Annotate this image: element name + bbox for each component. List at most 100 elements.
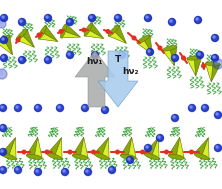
Circle shape — [173, 56, 175, 58]
Ellipse shape — [194, 153, 209, 160]
Polygon shape — [38, 33, 58, 42]
Ellipse shape — [72, 154, 88, 160]
Polygon shape — [194, 138, 208, 156]
Circle shape — [36, 106, 38, 108]
Ellipse shape — [120, 154, 136, 160]
Circle shape — [213, 56, 215, 58]
Circle shape — [116, 150, 119, 154]
Ellipse shape — [0, 35, 10, 43]
Circle shape — [16, 168, 18, 170]
Circle shape — [1, 150, 3, 152]
Ellipse shape — [137, 35, 150, 43]
Ellipse shape — [163, 46, 177, 51]
Circle shape — [16, 38, 20, 42]
Circle shape — [147, 49, 153, 56]
Circle shape — [18, 57, 26, 64]
Circle shape — [0, 20, 6, 28]
Polygon shape — [4, 36, 12, 55]
Text: hν₂: hν₂ — [122, 67, 139, 75]
Circle shape — [1, 106, 3, 108]
Circle shape — [89, 15, 95, 22]
Circle shape — [165, 150, 168, 154]
Circle shape — [82, 28, 86, 32]
Circle shape — [213, 59, 222, 69]
Circle shape — [101, 106, 109, 114]
Ellipse shape — [38, 26, 46, 39]
Circle shape — [46, 58, 48, 60]
Circle shape — [212, 35, 218, 42]
Polygon shape — [88, 23, 104, 39]
Polygon shape — [176, 137, 184, 158]
Ellipse shape — [168, 154, 184, 160]
Circle shape — [36, 170, 38, 172]
Ellipse shape — [26, 154, 42, 160]
Polygon shape — [34, 137, 42, 158]
Circle shape — [172, 115, 178, 122]
Polygon shape — [98, 51, 138, 107]
Circle shape — [14, 167, 22, 174]
Circle shape — [92, 150, 95, 154]
Circle shape — [216, 113, 218, 115]
Ellipse shape — [187, 56, 202, 60]
Circle shape — [2, 56, 4, 58]
Ellipse shape — [60, 24, 67, 38]
Circle shape — [0, 167, 6, 174]
Circle shape — [214, 112, 222, 119]
Circle shape — [20, 20, 22, 22]
Polygon shape — [211, 64, 220, 82]
Polygon shape — [63, 24, 80, 37]
Polygon shape — [61, 31, 80, 38]
Circle shape — [90, 16, 92, 18]
Polygon shape — [75, 51, 115, 107]
Circle shape — [198, 53, 200, 55]
Circle shape — [63, 170, 65, 172]
Polygon shape — [47, 138, 61, 156]
Circle shape — [0, 71, 2, 74]
Circle shape — [67, 51, 73, 59]
Polygon shape — [194, 57, 202, 76]
Circle shape — [68, 53, 70, 55]
Circle shape — [0, 149, 6, 156]
Circle shape — [34, 169, 42, 176]
Circle shape — [116, 16, 118, 18]
Circle shape — [91, 51, 99, 59]
Circle shape — [148, 50, 150, 52]
Circle shape — [22, 150, 26, 154]
Polygon shape — [72, 137, 84, 157]
Circle shape — [128, 158, 130, 160]
Circle shape — [158, 136, 160, 138]
Circle shape — [14, 105, 22, 112]
Circle shape — [0, 69, 7, 79]
Circle shape — [45, 150, 49, 154]
Ellipse shape — [1, 153, 16, 160]
Circle shape — [215, 61, 218, 64]
Circle shape — [168, 19, 176, 26]
Circle shape — [106, 30, 110, 33]
Polygon shape — [143, 36, 153, 55]
Circle shape — [1, 126, 3, 128]
Circle shape — [146, 146, 148, 148]
Circle shape — [203, 106, 205, 108]
Circle shape — [157, 135, 163, 142]
Circle shape — [132, 36, 136, 40]
Circle shape — [213, 36, 215, 38]
Circle shape — [37, 33, 41, 37]
Circle shape — [0, 125, 6, 132]
Polygon shape — [84, 29, 104, 39]
Polygon shape — [137, 39, 153, 55]
Circle shape — [120, 53, 122, 55]
Circle shape — [158, 46, 162, 50]
Polygon shape — [114, 25, 126, 43]
Circle shape — [0, 105, 6, 112]
Polygon shape — [80, 137, 88, 158]
Ellipse shape — [16, 29, 27, 40]
Polygon shape — [9, 138, 16, 159]
Polygon shape — [202, 138, 209, 159]
Polygon shape — [170, 46, 177, 66]
Ellipse shape — [205, 62, 220, 66]
Circle shape — [182, 56, 185, 60]
Polygon shape — [94, 138, 108, 156]
Circle shape — [46, 16, 48, 18]
Text: hν₁: hν₁ — [86, 57, 102, 66]
Circle shape — [0, 54, 8, 61]
